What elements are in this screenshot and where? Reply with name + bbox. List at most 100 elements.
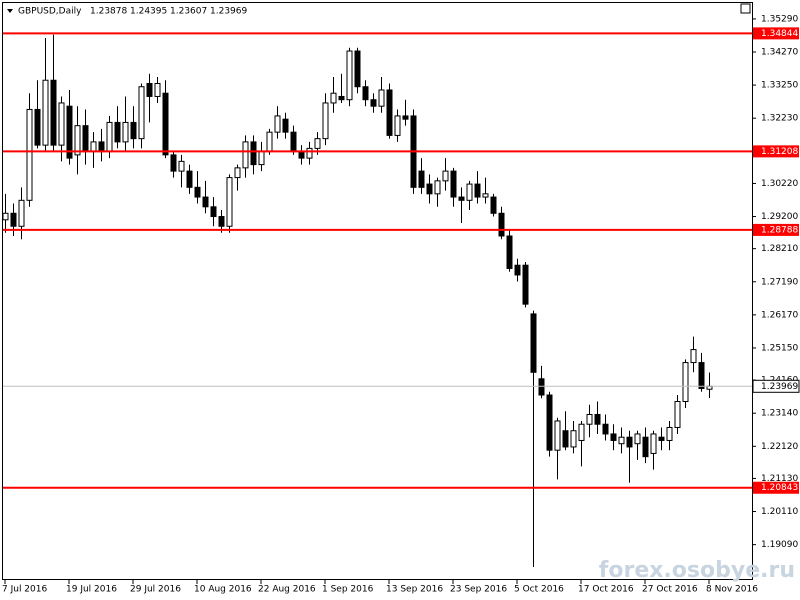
candle-body	[594, 413, 601, 425]
x-tick-label: 23 Sep 2016	[450, 585, 507, 595]
watermark: forex.osobye.ru	[599, 558, 795, 583]
candle-body	[626, 436, 633, 448]
candle-body	[274, 115, 281, 133]
candle-body	[666, 426, 673, 441]
candle-body	[322, 102, 329, 140]
candle-body	[130, 121, 137, 140]
candle-body	[418, 170, 425, 188]
chart-title: GBPUSD,Daily	[18, 7, 82, 17]
candle-body	[266, 131, 273, 153]
level-label: 1.31208	[761, 147, 798, 157]
level-label: 1.34844	[761, 29, 798, 39]
candle-body	[426, 183, 433, 195]
x-tick-label: 13 Sep 2016	[386, 585, 443, 595]
candle-body	[210, 206, 217, 218]
candle-body	[610, 433, 617, 441]
x-tick-label: 1 Sep 2016	[322, 585, 374, 595]
y-tick-label: 1.19090	[761, 540, 798, 550]
candle-body	[386, 89, 393, 136]
candle-body	[146, 82, 153, 97]
y-tick-label: 1.23140	[761, 409, 798, 419]
x-tick-label: 10 Aug 2016	[194, 585, 252, 595]
candle-body	[466, 183, 473, 201]
candle-body	[194, 186, 201, 198]
candle-body	[258, 151, 265, 166]
candle-body	[674, 401, 681, 428]
candle-body	[2, 212, 9, 221]
candle-body	[186, 170, 193, 188]
candle-body	[26, 108, 33, 201]
x-tick-label: 19 Jul 2016	[66, 585, 117, 595]
candle-body	[498, 212, 505, 237]
candle-body	[370, 99, 377, 107]
candle-body	[298, 151, 305, 159]
candle-body	[98, 141, 105, 153]
candle-body	[66, 105, 73, 159]
candle-body	[338, 95, 345, 101]
candle-body	[658, 436, 665, 441]
candle-body	[250, 141, 257, 166]
candle-body	[234, 167, 241, 179]
candle-body	[346, 50, 353, 101]
level-label: 1.28788	[761, 225, 798, 235]
candle-body	[578, 423, 585, 441]
candle-body	[562, 430, 569, 448]
y-tick-label: 1.25150	[761, 343, 798, 353]
candle-body	[402, 115, 409, 120]
candle-body	[170, 154, 177, 172]
candle-body	[138, 86, 145, 140]
candle-body	[74, 125, 81, 156]
candle-body	[634, 433, 641, 445]
y-tick-label: 1.33250	[761, 81, 798, 91]
candle-body	[354, 50, 361, 88]
candle-body	[602, 423, 609, 435]
y-tick-label: 1.22120	[761, 442, 798, 452]
candle-body	[306, 147, 313, 159]
candle-body	[218, 216, 225, 227]
candle-body	[362, 86, 369, 101]
candle-body	[490, 196, 497, 214]
candle-body	[554, 420, 561, 451]
y-tick-label: 1.30220	[761, 179, 798, 189]
menu-arrow	[7, 9, 13, 13]
candle-body	[314, 138, 321, 149]
candle-body	[682, 362, 689, 403]
y-tick-label: 1.34270	[761, 48, 798, 58]
candle-body	[522, 264, 529, 305]
candle-body	[290, 131, 297, 153]
candle-body	[50, 79, 57, 146]
candle-body	[330, 92, 337, 104]
candle-body	[698, 362, 705, 390]
candle-body	[154, 82, 161, 97]
candle-body	[114, 121, 121, 143]
y-tick-label: 1.21130	[761, 474, 798, 484]
y-tick-label: 1.32230	[761, 114, 798, 124]
x-tick-label: 7 Jul 2016	[2, 585, 47, 595]
candle-body	[690, 349, 697, 364]
level-label-box	[753, 481, 799, 494]
candle-body	[650, 433, 657, 454]
candle-body	[642, 436, 649, 458]
candle-body	[106, 121, 113, 153]
x-tick-label: 29 Jul 2016	[130, 585, 181, 595]
x-tick-label: 27 Oct 2016	[642, 585, 698, 595]
header-close: 1.23969	[210, 7, 247, 17]
candle-body	[530, 313, 537, 373]
candle-body	[482, 193, 489, 198]
candle-body	[442, 170, 449, 182]
candle-body	[434, 180, 441, 195]
candle-body	[538, 378, 545, 396]
candle-body	[226, 177, 233, 227]
candle-body	[10, 212, 17, 227]
header-low: 1.23607	[170, 7, 207, 17]
header-open: 1.23878	[90, 7, 127, 17]
candle-body	[394, 115, 401, 136]
candle-body	[122, 121, 129, 143]
candle-body	[58, 102, 65, 146]
candle-body	[18, 199, 25, 227]
candle-body	[34, 108, 41, 146]
candle-body	[570, 430, 577, 448]
candle-body	[506, 235, 513, 269]
candle-body	[514, 264, 521, 276]
